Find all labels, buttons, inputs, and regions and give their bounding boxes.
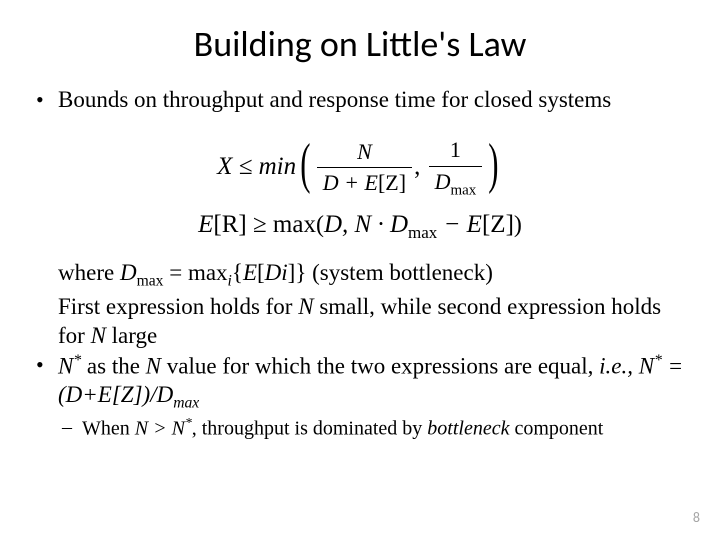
frac2-den: Dmax	[429, 167, 483, 201]
fe-e: large	[106, 323, 157, 348]
bullet-nstar: N* as the N value for which the two expr…	[34, 351, 686, 442]
bullet-list-2: N* as the N value for which the two expr…	[34, 351, 686, 442]
where-g: Di	[265, 260, 288, 285]
slide: Building on Little's Law Bounds on throu…	[0, 0, 720, 540]
sb-c: , throughput is dominated by	[192, 418, 428, 440]
frac1-den-a: D + E	[323, 170, 378, 195]
where-b: D	[120, 260, 137, 285]
rparen2-icon: )	[514, 212, 522, 238]
f2-args-c: [Z]	[482, 211, 514, 238]
b2-sup: *	[73, 352, 81, 369]
bullet-bounds-text: Bounds on throughput and response time f…	[58, 87, 611, 112]
lparen-icon: (	[300, 125, 310, 203]
b2-sub: max	[173, 395, 199, 412]
where-line: where Dmax = maxi{E[Di]} (system bottlen…	[34, 259, 686, 291]
f2-b: [R] ≥ max	[213, 211, 316, 238]
f2-args-b: − E	[437, 211, 482, 238]
where-sub1: max	[137, 273, 164, 290]
rparen-icon: )	[488, 125, 498, 203]
formula-block: X ≤ min( N D + E[Z] , 1 Dmax ) E[R] ≥ ma…	[34, 129, 686, 245]
fe-d: N	[91, 323, 106, 348]
b2-b: as the	[81, 353, 146, 378]
where-a: where	[58, 260, 120, 285]
formula-comma: ,	[414, 153, 420, 180]
b2-c: N	[146, 353, 161, 378]
b2-e: i.e., N	[599, 353, 654, 378]
first-expression-line: First expression holds for N small, whil…	[34, 293, 686, 351]
sb-e: component	[509, 418, 603, 440]
where-d: {	[232, 260, 243, 285]
f2-a: E	[198, 211, 213, 238]
where-e: E	[243, 260, 257, 285]
sub-bullet-list: When N > N*, throughput is dominated by …	[58, 415, 686, 442]
where-f: [	[257, 260, 265, 285]
sb-d: bottleneck	[427, 418, 509, 440]
frac1-den: D + E[Z]	[317, 168, 412, 199]
where-c: = max	[163, 260, 227, 285]
sb-a: When	[82, 418, 135, 440]
formula-x-le-min: X ≤ min	[217, 153, 296, 180]
slide-body: Bounds on throughput and response time f…	[0, 76, 720, 442]
formula-line-2: E[R] ≥ max(D, N · Dmax − E[Z])	[34, 207, 686, 245]
bullet-bounds: Bounds on throughput and response time f…	[34, 86, 686, 115]
fraction-1: N D + E[Z]	[317, 137, 412, 200]
fraction-2: 1 Dmax	[429, 135, 483, 201]
frac2-den-a: D	[435, 169, 451, 194]
formula-line-1: X ≤ min( N D + E[Z] , 1 Dmax )	[34, 129, 686, 207]
sub-bullet-when: When N > N*, throughput is dominated by …	[58, 415, 686, 442]
sb-b: N > N	[135, 418, 185, 440]
fe-a: First expression holds for	[58, 294, 298, 319]
b2-a: N	[58, 353, 73, 378]
f2-args-a: D, N · D	[324, 211, 408, 238]
fe-b: N	[298, 294, 313, 319]
sb-sup: *	[185, 415, 192, 430]
frac2-num: 1	[429, 135, 483, 167]
bullet-list: Bounds on throughput and response time f…	[34, 86, 686, 115]
frac1-num: N	[317, 137, 412, 169]
f2-args-sub: max	[408, 223, 437, 242]
where-h: ]} (system bottleneck)	[288, 260, 493, 285]
frac1-den-b: [Z]	[378, 170, 406, 195]
frac2-den-sub: max	[450, 182, 476, 198]
page-number: 8	[693, 509, 700, 526]
b2-d: value for which the two expressions are …	[161, 353, 599, 378]
slide-title: Building on Little's Law	[0, 0, 720, 76]
b2-sup2: *	[654, 352, 662, 369]
lparen2-icon: (	[316, 212, 324, 238]
